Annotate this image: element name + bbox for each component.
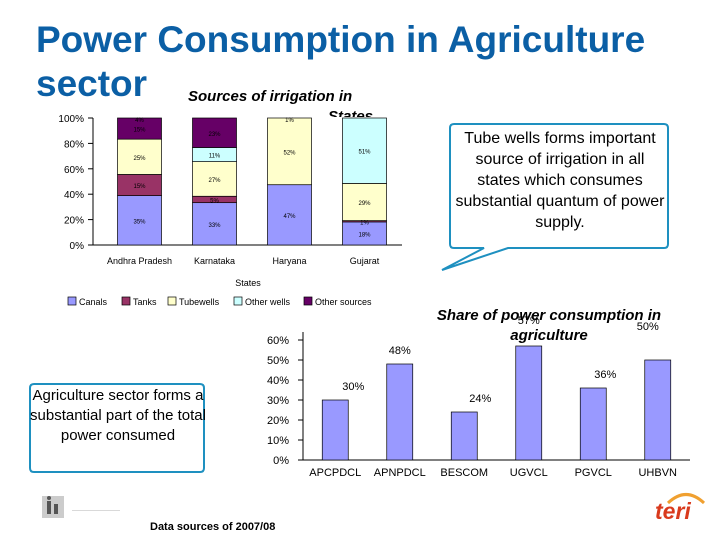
irrigation-y-tick-label: 40%: [64, 190, 84, 201]
tube-wells-callout-box: [441, 123, 669, 271]
irrigation-category-label: Andhra Pradesh: [107, 256, 172, 266]
power-y-tick-label: 10%: [267, 435, 289, 447]
power-value-label: 24%: [469, 393, 491, 405]
power-category-label: APCPDCL: [309, 467, 361, 479]
power-bar-apnpdcl: [386, 363, 414, 461]
irrigation-category-label: Haryana: [272, 256, 306, 266]
power-category-label: PGVCL: [575, 467, 612, 479]
power-value-label: 30%: [342, 381, 364, 393]
tube-wells-callout-text: Tube wells forms important source of irr…: [455, 130, 665, 231]
irrigation-bar-gujarat-tubewells: [342, 183, 387, 221]
irrigation-data-label: 51%: [358, 150, 371, 156]
irrigation-bar-haryana-tubewells: [267, 117, 312, 186]
irrigation-legend-swatch: [303, 296, 313, 306]
irrigation-category-label: Karnataka: [194, 256, 235, 266]
slide-title: Power Consumption in Agriculture sector: [36, 18, 645, 106]
organization-logo-icon: [42, 496, 64, 518]
irrigation-y-tick-label: 100%: [58, 114, 84, 125]
teri-logo: teri: [655, 498, 691, 524]
data-source-note: Data sources of 2007/08: [150, 521, 276, 533]
irrigation-y-tick-label: 0%: [70, 241, 85, 252]
irrigation-data-label: 15%: [133, 128, 146, 134]
irrigation-legend-label: Tanks: [133, 297, 157, 307]
power-share-chart-title: Share of power consumption in agricultur…: [436, 307, 662, 344]
irrigation-data-label: 52%: [283, 150, 296, 156]
irrigation-bar-gujarat-other-wells: [342, 117, 387, 184]
irrigation-legend-swatch: [121, 296, 131, 306]
slide-title-line2: sector: [36, 63, 148, 104]
power-value-label: 50%: [637, 321, 659, 333]
power-value-label: 36%: [594, 369, 616, 381]
irrigation-data-label: 23%: [208, 132, 221, 138]
irrigation-chart-title-line1: Sources of irrigation in: [188, 88, 353, 105]
agriculture-callout-box: [29, 383, 205, 473]
power-y-tick-label: 60%: [267, 335, 289, 347]
teri-sun-icon: [666, 493, 706, 504]
irrigation-data-label: 47%: [283, 214, 296, 220]
irrigation-legend-swatch: [67, 296, 77, 306]
power-bar-ugvcl: [515, 345, 543, 461]
irrigation-data-label: 1%: [285, 118, 294, 124]
organization-logo-caption: ————————: [72, 508, 120, 514]
irrigation-bar-karnataka-tubewells: [192, 161, 237, 197]
power-value-label: 48%: [389, 345, 411, 357]
power-y-tick-label: 20%: [267, 415, 289, 427]
irrigation-data-label: 25%: [133, 156, 146, 162]
irrigation-legend-swatch: [167, 296, 177, 306]
irrigation-data-label: 1%: [360, 220, 369, 226]
power-bar-apcpdcl: [321, 399, 349, 461]
irrigation-chart-title-line2-clip: States: [328, 108, 373, 117]
slide-title-line1: Power Consumption in Agriculture: [36, 19, 646, 60]
power-category-label: APNPDCL: [374, 467, 426, 479]
power-y-tick-label: 50%: [267, 355, 289, 367]
power-bar-uhbvn: [644, 359, 672, 461]
power-category-label: UGVCL: [510, 467, 548, 479]
irrigation-data-label: 18%: [358, 232, 371, 238]
irrigation-bar-andhra-pradesh-other-sources: [117, 117, 162, 140]
irrigation-data-label: 15%: [133, 184, 146, 190]
power-category-label: BESCOM: [440, 467, 488, 479]
irrigation-data-label: 29%: [358, 201, 371, 207]
irrigation-x-axis-title: States: [235, 278, 261, 288]
irrigation-data-label: 4%: [135, 118, 144, 124]
irrigation-y-tick-label: 20%: [64, 216, 84, 227]
irrigation-data-label: 35%: [133, 219, 146, 225]
irrigation-category-label: Gujarat: [350, 256, 380, 266]
power-y-tick-label: 40%: [267, 375, 289, 387]
power-bar-pgvcl: [579, 387, 607, 461]
irrigation-bar-karnataka-other-sources: [192, 117, 237, 148]
irrigation-legend-label: Other sources: [315, 297, 372, 307]
irrigation-bar-andhra-pradesh-tubewells: [117, 138, 162, 175]
agriculture-callout-text: Agriculture sector forms a substantial p…: [30, 387, 206, 444]
irrigation-chart-title: Sources of irrigation in States: [188, 88, 373, 117]
irrigation-y-tick-label: 80%: [64, 139, 84, 150]
irrigation-bar-andhra-pradesh-canals: [117, 195, 162, 246]
irrigation-legend-label: Canals: [79, 297, 108, 307]
irrigation-data-label: 11%: [209, 154, 221, 160]
irrigation-legend-label: Tubewells: [179, 297, 220, 307]
irrigation-chart-title-line2: States: [328, 108, 374, 117]
power-value-label: 57%: [518, 315, 540, 327]
power-y-tick-label: 0%: [273, 455, 289, 467]
irrigation-data-label: 33%: [208, 223, 221, 229]
power-bar-bescom: [450, 411, 478, 461]
irrigation-y-tick-label: 60%: [64, 165, 84, 176]
power-category-label: UHBVN: [638, 467, 677, 479]
irrigation-legend-swatch: [233, 296, 243, 306]
irrigation-data-label: 27%: [208, 178, 221, 184]
irrigation-legend-label: Other wells: [245, 297, 291, 307]
irrigation-data-label: 5%: [210, 198, 219, 204]
power-y-tick-label: 30%: [267, 395, 289, 407]
